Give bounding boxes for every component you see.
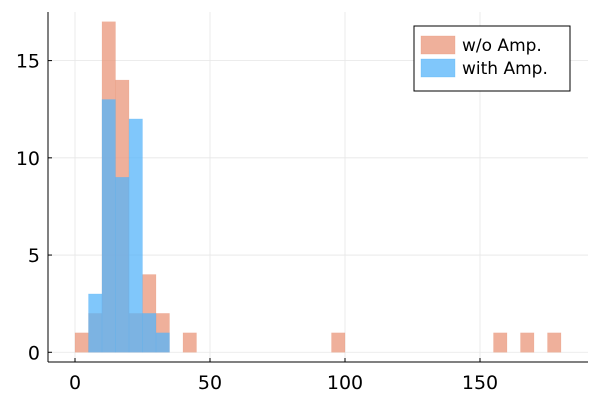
histogram-bar-series-2 (115, 177, 130, 353)
histogram-bar-series-2 (155, 332, 170, 353)
legend: w/o Amp. with Amp. (413, 25, 571, 92)
histogram-bar-series-1 (547, 332, 562, 353)
y-tick-label: 10 (16, 148, 40, 170)
y-tick-label: 5 (28, 245, 40, 267)
histogram-bar-series-2 (128, 118, 143, 353)
histogram-bar-series-1 (331, 332, 346, 353)
histogram-bar-series-1 (182, 332, 197, 353)
bars (74, 21, 562, 353)
axes (47, 12, 588, 363)
legend-swatch (420, 35, 456, 55)
histogram-bar-series-1 (74, 332, 89, 353)
histogram-bar-series-1 (493, 332, 508, 353)
legend-label: w/o Amp. (462, 36, 542, 56)
tick-labels: 0 50 100 150 0 5 10 15 (16, 51, 498, 394)
x-tick-label: 50 (198, 372, 222, 394)
x-tick-label: 150 (462, 372, 498, 394)
histogram-bar-series-2 (88, 293, 103, 353)
y-tick-label: 0 (28, 342, 40, 364)
legend-swatch (420, 58, 456, 78)
histogram-bar-series-2 (101, 99, 116, 353)
legend-label: with Amp. (462, 59, 548, 79)
y-tick-label: 15 (16, 51, 40, 73)
x-tick-label: 100 (327, 372, 363, 394)
histogram-bar-series-1 (520, 332, 535, 353)
x-tick-label: 0 (69, 372, 81, 394)
histogram-bar-series-2 (142, 313, 157, 353)
